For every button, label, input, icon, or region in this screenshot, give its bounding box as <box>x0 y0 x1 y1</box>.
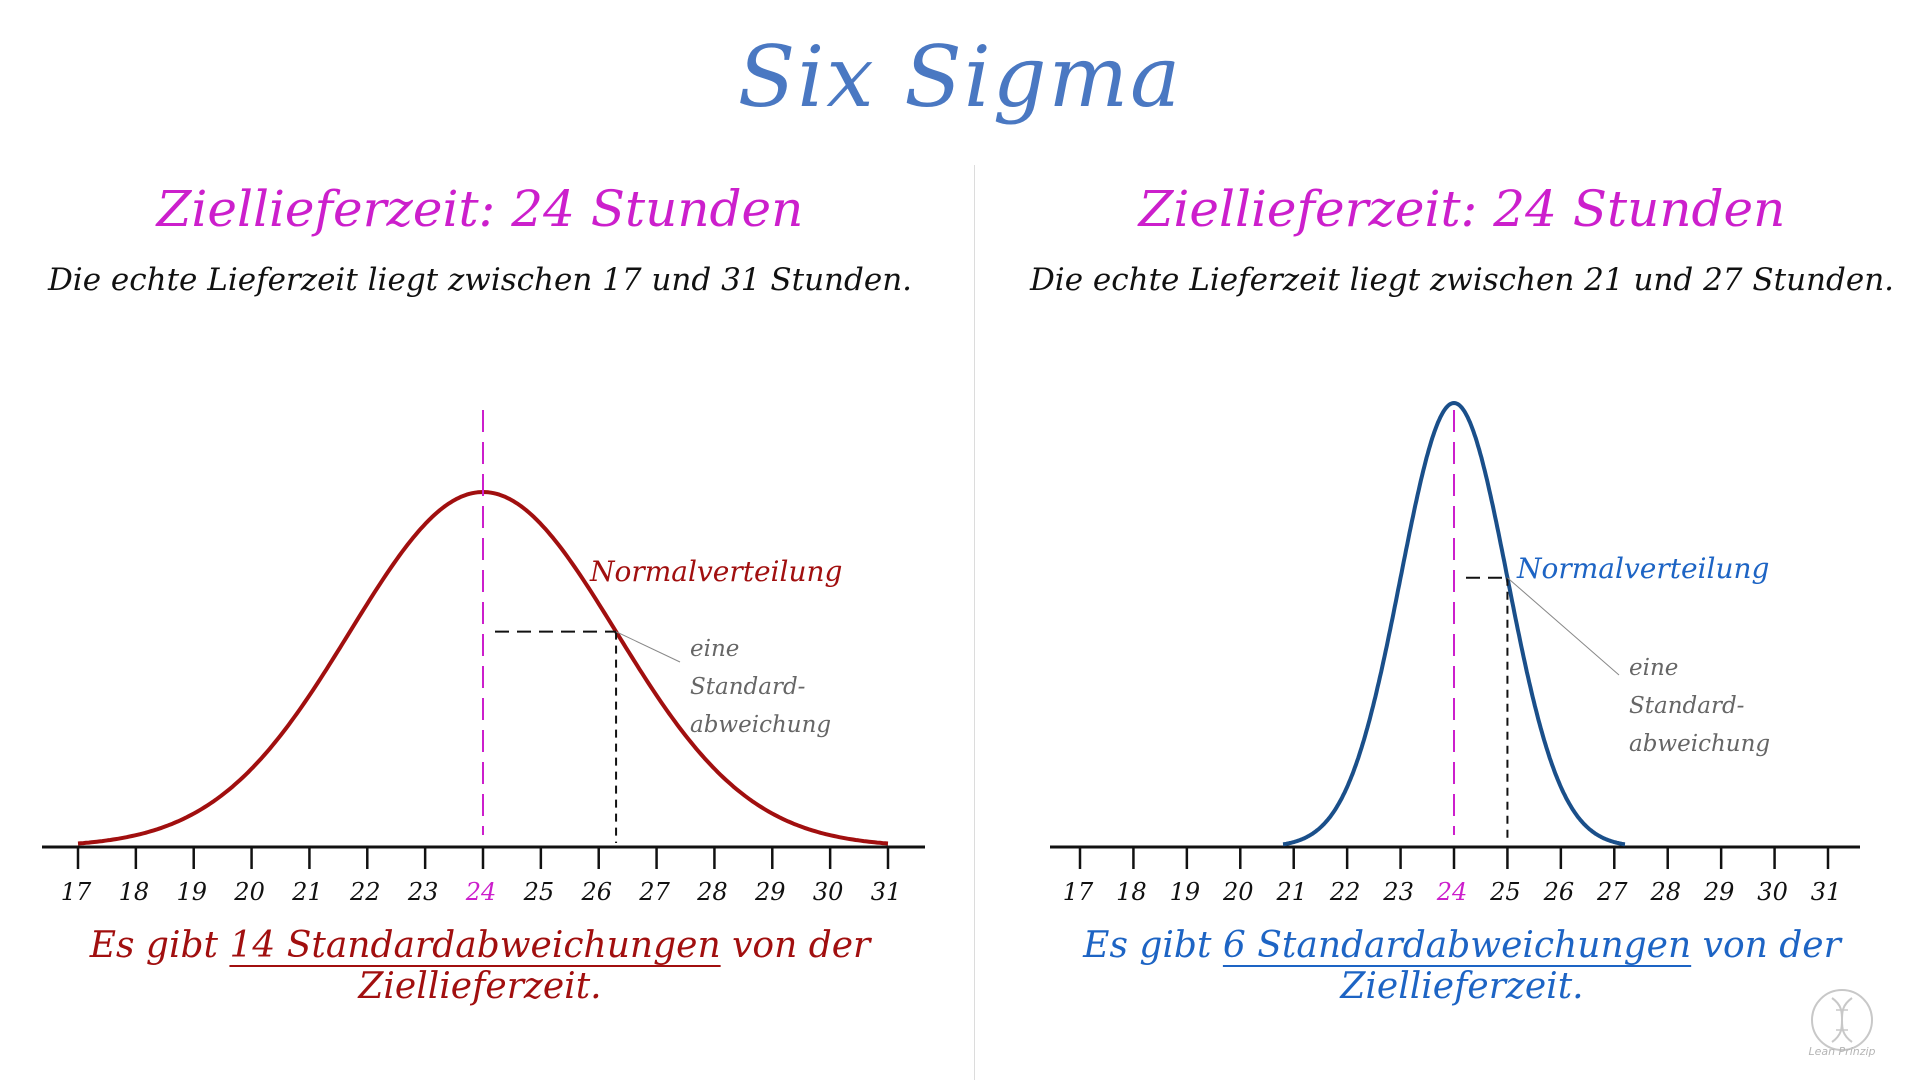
tick-label: 26 <box>1543 878 1575 906</box>
std-dev-annotation-line: Standard- <box>1629 693 1744 719</box>
tick-label: 30 <box>1757 878 1788 906</box>
tick-label: 22 <box>349 878 381 906</box>
tick-label: 25 <box>1489 878 1521 906</box>
tick-label: 27 <box>638 878 670 906</box>
std-dev-annotation-line: abweichung <box>1629 731 1770 757</box>
tick-label: 19 <box>176 878 207 906</box>
right-conclusion-underlined: 6 Standardabweichungen <box>1222 925 1692 966</box>
tick-label: 31 <box>1811 878 1842 906</box>
tick-label: 31 <box>871 878 902 906</box>
tick-label: 26 <box>580 878 612 906</box>
page-title: Six Sigma <box>737 28 1183 126</box>
tick-label: 18 <box>1116 878 1147 906</box>
right-conclusion: Es gibt 6 Standardabweichungen von der Z… <box>982 925 1920 1007</box>
left-distribution-chart: 17 18 19 20 21 22 23 24 25 26 27 28 29 30 31 Normalvert… <box>42 410 925 906</box>
tick-label: 20 <box>233 878 265 906</box>
right-subheading: Die echte Lieferzeit liegt zwischen 21 u… <box>1029 262 1895 298</box>
std-dev-annotation-line: abweichung <box>690 712 831 738</box>
tick-label: 23 <box>407 878 439 906</box>
tick-label: 28 <box>696 878 728 906</box>
tick-label: 28 <box>1649 878 1681 906</box>
left-panel: Ziellieferzeit: 24 Stunden Die echte Lie… <box>0 180 960 1007</box>
left-conclusion-suffix: von der Ziellieferzeit. <box>358 925 871 1007</box>
lean-prinzip-logo-icon <box>1811 989 1873 1051</box>
std-dev-annotation-line: Standard- <box>690 674 805 700</box>
normal-distribution-curve <box>1282 401 1626 847</box>
tick-label: 22 <box>1329 878 1361 906</box>
curve-label: Normalverteilung <box>1516 552 1769 585</box>
curve-label: Normalverteilung <box>589 555 842 588</box>
left-heading: Ziellieferzeit: 24 Stunden <box>156 180 804 238</box>
left-subheading: Die echte Lieferzeit liegt zwischen 17 u… <box>47 262 913 298</box>
std-dev-annotation-line: eine <box>690 636 739 662</box>
right-distribution-chart: 17 18 19 20 21 22 23 24 25 26 27 28 29 30 31 Normalvert… <box>1050 401 1860 906</box>
logo-text: Lean Prinzip <box>1808 1045 1876 1058</box>
tick-label: 21 <box>1275 878 1307 906</box>
tick-label: 17 <box>61 878 92 906</box>
annotation-leader-line <box>1507 577 1620 676</box>
tick-label: 24 <box>465 878 497 906</box>
tick-label: 20 <box>1222 878 1254 906</box>
tick-label: 25 <box>523 878 555 906</box>
tick-label: 24 <box>1436 878 1468 906</box>
right-heading: Ziellieferzeit: 24 Stunden <box>1138 180 1786 238</box>
tick-label: 18 <box>119 878 150 906</box>
tick-label: 27 <box>1596 878 1628 906</box>
tick-label: 30 <box>813 878 844 906</box>
tick-label: 29 <box>754 878 786 906</box>
tick-label: 21 <box>291 878 323 906</box>
tick-label: 17 <box>1063 878 1094 906</box>
right-conclusion-prefix: Es gibt <box>1083 925 1223 966</box>
left-conclusion: Es gibt 14 Standardabweichungen von der … <box>0 925 960 1007</box>
right-conclusion-suffix: von der Ziellieferzeit. <box>1340 925 1841 1007</box>
tick-label: 29 <box>1703 878 1735 906</box>
annotation-leader-line <box>615 631 681 663</box>
tick-label: 23 <box>1382 878 1414 906</box>
left-conclusion-prefix: Es gibt <box>89 925 230 966</box>
tick-label: 19 <box>1170 878 1201 906</box>
std-dev-annotation-line: eine <box>1629 655 1678 681</box>
panel-divider <box>974 165 975 1080</box>
right-panel: Ziellieferzeit: 24 Stunden Die echte Lie… <box>982 0 1920 1080</box>
left-conclusion-underlined: 14 Standardabweichungen <box>229 925 721 966</box>
